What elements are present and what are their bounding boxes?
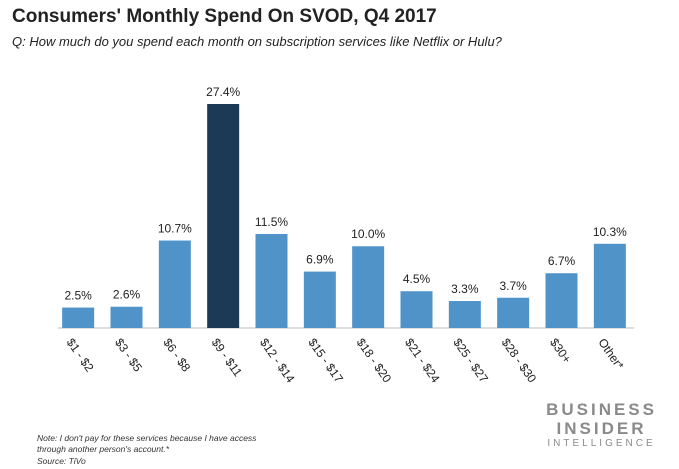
value-label: 3.3% bbox=[451, 282, 479, 296]
x-tick-label: $28 - $30 bbox=[499, 336, 540, 386]
bar bbox=[352, 246, 385, 328]
x-tick-label: $15 - $17 bbox=[305, 336, 346, 386]
value-label: 6.7% bbox=[548, 254, 576, 268]
bar bbox=[62, 307, 95, 328]
bar bbox=[545, 273, 578, 328]
x-tick-label: $30+ bbox=[547, 336, 574, 366]
bar bbox=[255, 233, 288, 328]
source: Source: TiVo bbox=[37, 456, 86, 466]
x-tick-label: $9 - $11 bbox=[209, 336, 245, 380]
x-tick-label: $1 - $2 bbox=[64, 336, 97, 375]
logo: BUSINESS INSIDER INTELLIGENCE bbox=[546, 400, 657, 449]
x-tick-label: $18 - $20 bbox=[354, 336, 395, 386]
bar bbox=[110, 306, 143, 328]
value-label: 6.9% bbox=[306, 253, 334, 267]
value-label: 3.7% bbox=[499, 279, 527, 293]
chart-subtitle: Q: How much do you spend each month on s… bbox=[12, 34, 502, 49]
x-tick-label: $25 - $27 bbox=[450, 336, 491, 386]
bar bbox=[303, 271, 336, 328]
x-tick-label: $21 - $24 bbox=[402, 336, 443, 386]
x-tick-label: Other* bbox=[595, 336, 627, 373]
x-tick-label: $12 - $14 bbox=[257, 336, 298, 386]
value-label: 27.4% bbox=[206, 85, 240, 99]
bar bbox=[158, 240, 191, 328]
x-tick-label: $3 - $5 bbox=[112, 336, 145, 375]
bar bbox=[207, 104, 240, 328]
bar bbox=[497, 297, 530, 328]
bar bbox=[400, 291, 433, 328]
logo-text: BUSINESS bbox=[546, 400, 657, 419]
value-label: 11.5% bbox=[255, 215, 288, 229]
value-label: 2.5% bbox=[64, 289, 92, 303]
value-label: 10.0% bbox=[351, 227, 385, 241]
value-label: 2.6% bbox=[113, 288, 141, 302]
value-label: 10.3% bbox=[593, 225, 627, 239]
bar bbox=[448, 301, 481, 328]
logo-text: INTELLIGENCE bbox=[547, 438, 656, 449]
chart-title: Consumers' Monthly Spend On SVOD, Q4 201… bbox=[12, 6, 437, 27]
value-label: 4.5% bbox=[403, 272, 431, 286]
x-tick-label: $6 - $8 bbox=[160, 336, 193, 375]
footnote: Note: I don't pay for these services bec… bbox=[37, 433, 257, 454]
logo-text: INSIDER bbox=[556, 419, 647, 438]
value-label: 10.7% bbox=[158, 222, 192, 236]
bar bbox=[593, 243, 626, 328]
